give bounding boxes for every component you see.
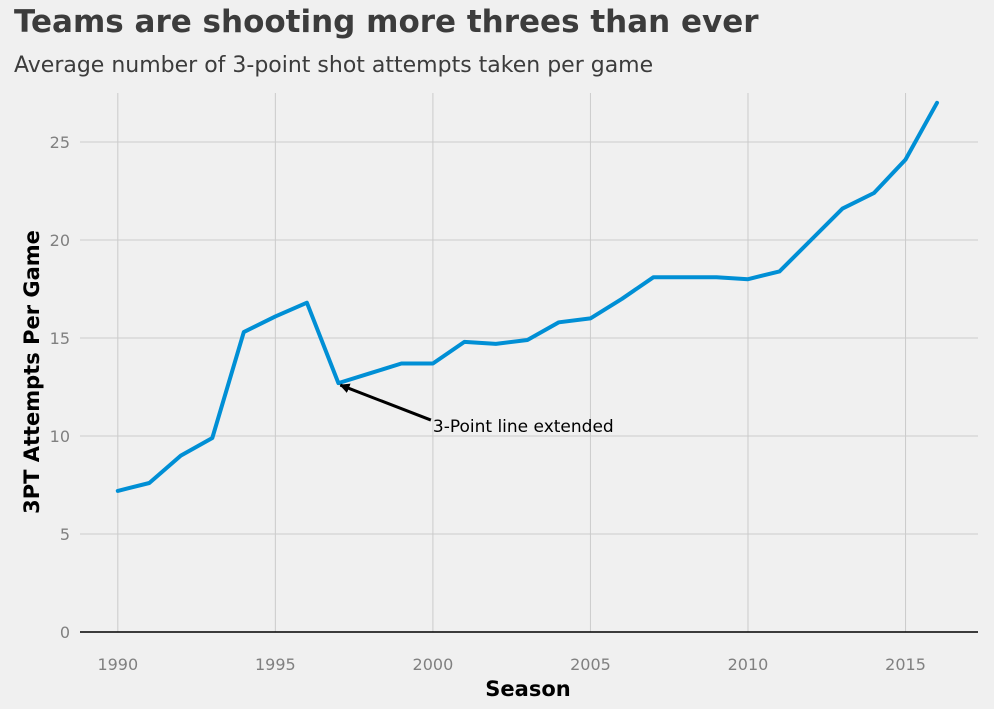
y-tick-label: 25 — [50, 133, 70, 152]
chart-title: Teams are shooting more threes than ever — [14, 4, 759, 40]
y-tick-label: 20 — [50, 231, 70, 250]
y-tick-label: 10 — [50, 427, 70, 446]
series-line — [115, 100, 939, 493]
x-tick-label: 2005 — [570, 655, 611, 674]
y-tick-label: 5 — [60, 525, 70, 544]
x-tick-label: 2000 — [413, 655, 454, 674]
chart-subtitle: Average number of 3-point shot attempts … — [14, 53, 654, 78]
x-tick-label: 2010 — [728, 655, 769, 674]
y-tick-label: 15 — [50, 329, 70, 348]
x-tick-label: 1990 — [97, 655, 138, 674]
y-tick-label: 0 — [60, 623, 70, 642]
y-axis-label: 3PT Attempts Per Game — [20, 230, 44, 514]
x-tick-label: 2015 — [885, 655, 926, 674]
annotation-arrow — [339, 383, 432, 422]
x-axis-label: Season — [485, 677, 570, 701]
annotation-label: 3-Point line extended — [433, 417, 614, 437]
x-tick-label: 1995 — [255, 655, 296, 674]
